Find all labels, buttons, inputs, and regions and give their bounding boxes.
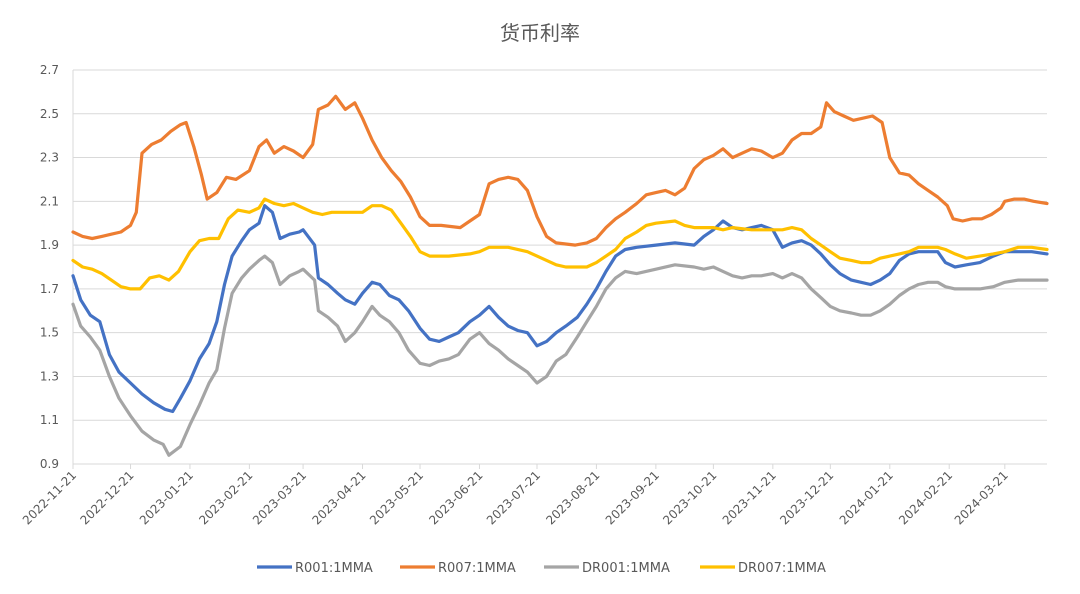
y-tick-label: 2.3: [40, 151, 59, 165]
legend-label: DR007:1MMA: [738, 561, 826, 576]
legend-label: R007:1MMA: [438, 561, 516, 576]
legend-label: R001:1MMA: [295, 561, 373, 576]
series-line-3: [71, 254, 1049, 457]
y-tick-label: 1.7: [40, 282, 59, 296]
y-axis: 0.9 1.1 1.3 1.5 1.7 1.9 2.1 2.3 2.5 2.7: [40, 63, 74, 471]
y-tick-label: 1.1: [40, 413, 59, 427]
y-tick-label: 1.9: [40, 238, 59, 252]
legend-label: DR001:1MMA: [582, 561, 670, 576]
series-lines: [71, 94, 1049, 457]
y-tick-label: 2.1: [40, 194, 59, 208]
y-tick-label: 2.5: [40, 107, 59, 121]
y-tick-label: 1.5: [40, 326, 59, 340]
chart-title: 货币利率: [500, 21, 580, 45]
gridlines: [73, 69, 1047, 465]
series-line-1: [71, 204, 1049, 414]
legend: R001:1MMA R007:1MMA DR001:1MMA DR007:1MMA: [257, 561, 826, 576]
series-line-4: [71, 197, 1049, 291]
y-tick-label: 1.3: [40, 369, 59, 383]
y-tick-label: 0.9: [40, 457, 59, 471]
series-line-2: [71, 94, 1049, 247]
y-tick-label: 2.7: [40, 63, 59, 77]
